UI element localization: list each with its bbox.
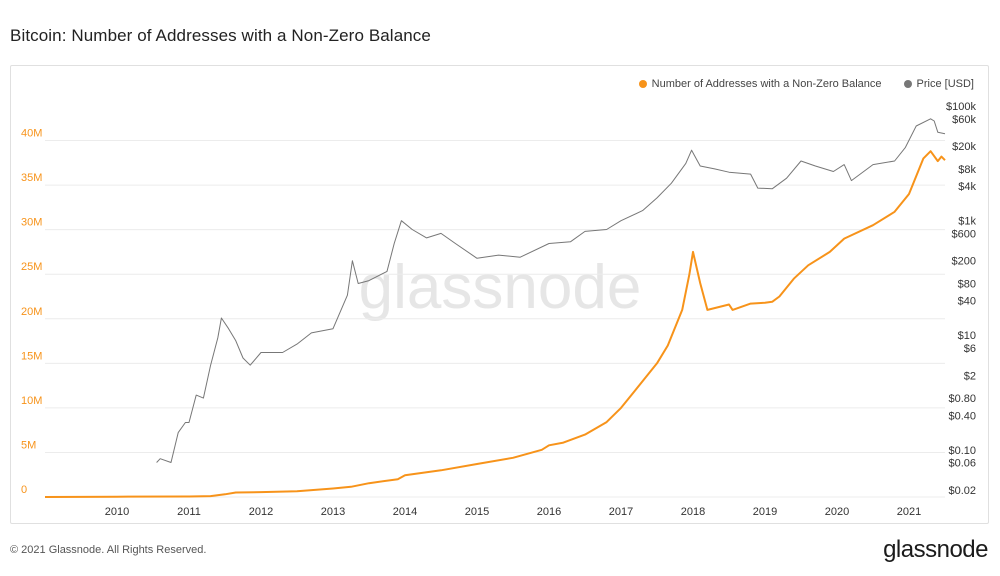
right-axis: $0.02 $0.06$0.10 $0.40 $0.80 $2 $6$10 $40 $80 $2… — [946, 101, 976, 497]
left-tick-label: 35M — [21, 172, 42, 184]
left-tick-label: 15M — [21, 350, 42, 362]
chart-panel — [10, 65, 989, 524]
right-tick-label: $0.40 — [948, 410, 976, 422]
series-layer — [44, 118, 946, 498]
left-tick-label: 25M — [21, 261, 42, 273]
legend-item-addresses[interactable]: Number of Addresses with a Non-Zero Bala… — [638, 78, 882, 90]
left-tick-label: 0 — [21, 484, 27, 496]
x-tick-label: 2019 — [753, 506, 777, 518]
addresses-line — [44, 150, 946, 498]
legend-dot-price — [903, 80, 912, 88]
x-tick-label: 2017 — [609, 506, 633, 518]
legend: Number of Addresses with a Non-Zero Bala… — [638, 78, 974, 90]
x-tick-label: 2021 — [897, 506, 921, 518]
right-tick-label: $10 — [958, 330, 976, 342]
right-tick-label: $6 — [964, 343, 976, 355]
right-tick-label: $20k — [952, 141, 976, 153]
x-tick-label: 2013 — [321, 506, 345, 518]
left-tick-label: 5M — [21, 439, 36, 451]
left-tick-label: 30M — [21, 217, 42, 229]
price-line — [156, 118, 946, 463]
legend-label-addresses: Number of Addresses with a Non-Zero Bala… — [651, 78, 882, 90]
right-tick-label: $80 — [958, 278, 976, 290]
right-tick-label: $100k — [946, 101, 976, 113]
x-tick-label: 2015 — [465, 506, 489, 518]
right-tick-label: $600 — [952, 228, 976, 240]
x-axis: 2010 2011 2012 2013 2014 2015 2016 2017 2018 2019… — [105, 506, 921, 518]
x-tick-label: 2010 — [105, 506, 129, 518]
right-tick-label: $0.80 — [948, 393, 976, 405]
right-tick-label: $60k — [952, 114, 976, 126]
legend-dot-addresses — [638, 80, 647, 88]
watermark: glassnode — [359, 253, 642, 322]
legend-label-price: Price [USD] — [916, 78, 974, 90]
right-tick-label: $1k — [958, 216, 976, 228]
right-tick-label: $0.02 — [948, 485, 976, 497]
right-tick-label: $8k — [958, 164, 976, 176]
x-tick-label: 2016 — [537, 506, 561, 518]
left-tick-label: 20M — [21, 306, 42, 318]
x-tick-label: 2014 — [393, 506, 417, 518]
legend-item-price[interactable]: Price [USD] — [903, 78, 974, 90]
right-tick-label: $200 — [952, 256, 976, 268]
x-tick-label: 2012 — [249, 506, 273, 518]
x-tick-label: 2020 — [825, 506, 849, 518]
x-tick-label: 2018 — [681, 506, 705, 518]
right-tick-label: $4k — [958, 181, 976, 193]
x-tick-label: 2011 — [177, 506, 201, 518]
right-tick-label: $0.06 — [948, 458, 976, 470]
right-tick-label: $40 — [958, 296, 976, 308]
grid-lines — [45, 140, 945, 498]
copyright: © 2021 Glassnode. All Rights Reserved. — [10, 544, 207, 556]
right-tick-label: $0.10 — [948, 445, 976, 457]
left-tick-label: 40M — [21, 128, 42, 140]
brand-logo: glassnode — [883, 536, 988, 563]
page-title: Bitcoin: Number of Addresses with a Non-… — [10, 26, 431, 45]
left-tick-label: 10M — [21, 395, 42, 407]
left-axis: 0 5M 10M 15M 20M 25M 30M 35M 40M — [21, 128, 42, 496]
right-tick-label: $2 — [964, 370, 976, 382]
